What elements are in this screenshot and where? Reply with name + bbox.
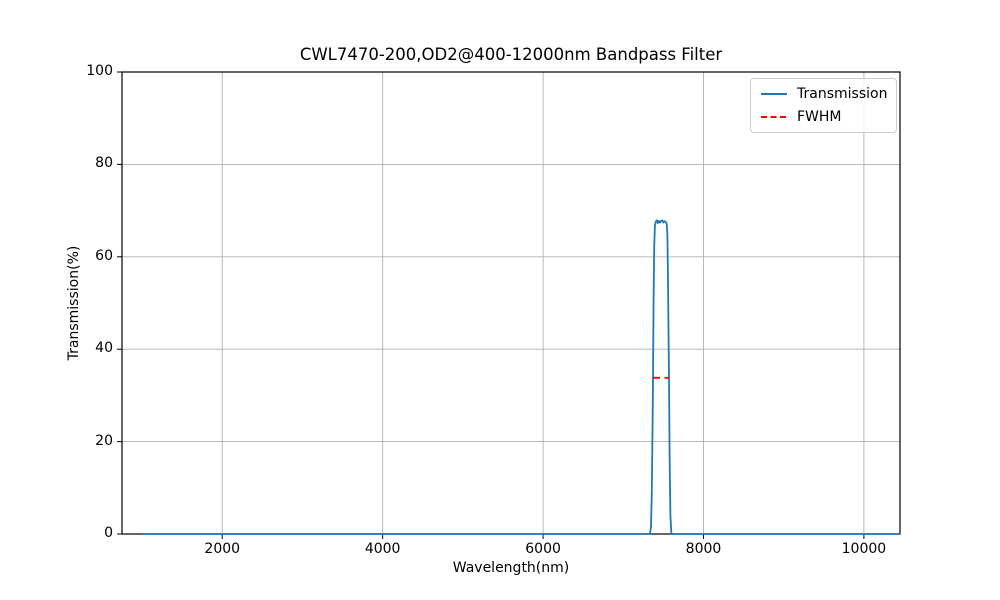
x-tick-label: 4000 <box>364 541 401 557</box>
transmission-line-swatch <box>761 93 787 95</box>
x-axis-label: Wavelength(nm) <box>452 560 570 576</box>
x-tick-label: 10000 <box>841 541 887 557</box>
y-tick-label: 80 <box>95 155 113 172</box>
x-tick-label: 8000 <box>685 541 722 557</box>
y-tick-label: 20 <box>95 432 113 449</box>
x-tick-label: 2000 <box>204 541 241 557</box>
chart-title: CWL7470-200,OD2@400-12000nm Bandpass Fil… <box>299 45 723 64</box>
legend: Transmission FWHM <box>750 78 898 133</box>
y-tick-label: 60 <box>95 247 113 264</box>
y-tick-label: 0 <box>104 525 113 541</box>
legend-label-fwhm: FWHM <box>797 109 842 125</box>
y-tick-label: 40 <box>95 340 113 357</box>
y-tick-label: 100 <box>86 63 113 79</box>
x-tick-label: 6000 <box>525 541 561 557</box>
legend-label-transmission: Transmission <box>797 86 888 102</box>
axes-spines <box>121 71 901 535</box>
transmission-line <box>142 219 900 535</box>
fwhm-line-swatch <box>761 116 787 118</box>
legend-item-transmission: Transmission <box>760 86 887 102</box>
legend-item-fwhm: FWHM <box>760 109 887 125</box>
